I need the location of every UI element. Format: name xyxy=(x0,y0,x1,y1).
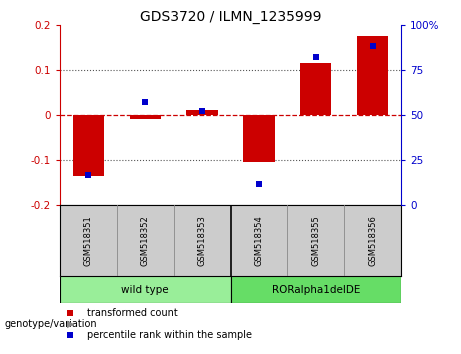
Title: GDS3720 / ILMN_1235999: GDS3720 / ILMN_1235999 xyxy=(140,10,321,24)
Point xyxy=(255,181,263,186)
Text: GSM518353: GSM518353 xyxy=(198,215,207,266)
Text: GSM518351: GSM518351 xyxy=(84,215,93,266)
Point xyxy=(66,332,74,337)
Text: transformed count: transformed count xyxy=(87,308,178,318)
Text: GSM518355: GSM518355 xyxy=(311,215,320,266)
Bar xyxy=(243,115,275,162)
Text: percentile rank within the sample: percentile rank within the sample xyxy=(87,330,252,339)
Bar xyxy=(300,63,331,115)
Bar xyxy=(130,115,161,120)
Point xyxy=(198,109,206,114)
Bar xyxy=(60,276,230,303)
Bar xyxy=(230,276,401,303)
Point xyxy=(142,99,149,105)
Point xyxy=(312,55,319,60)
Bar xyxy=(186,110,218,115)
Text: RORalpha1delDE: RORalpha1delDE xyxy=(272,285,360,295)
Bar xyxy=(357,36,388,115)
Text: ▶: ▶ xyxy=(67,319,74,329)
Text: GSM518354: GSM518354 xyxy=(254,215,263,266)
Text: genotype/variation: genotype/variation xyxy=(5,319,97,329)
Point xyxy=(66,310,74,315)
Text: GSM518352: GSM518352 xyxy=(141,215,150,266)
Bar xyxy=(73,115,104,176)
Text: wild type: wild type xyxy=(121,285,169,295)
Text: GSM518356: GSM518356 xyxy=(368,215,377,266)
Point xyxy=(85,172,92,177)
Point xyxy=(369,44,376,49)
